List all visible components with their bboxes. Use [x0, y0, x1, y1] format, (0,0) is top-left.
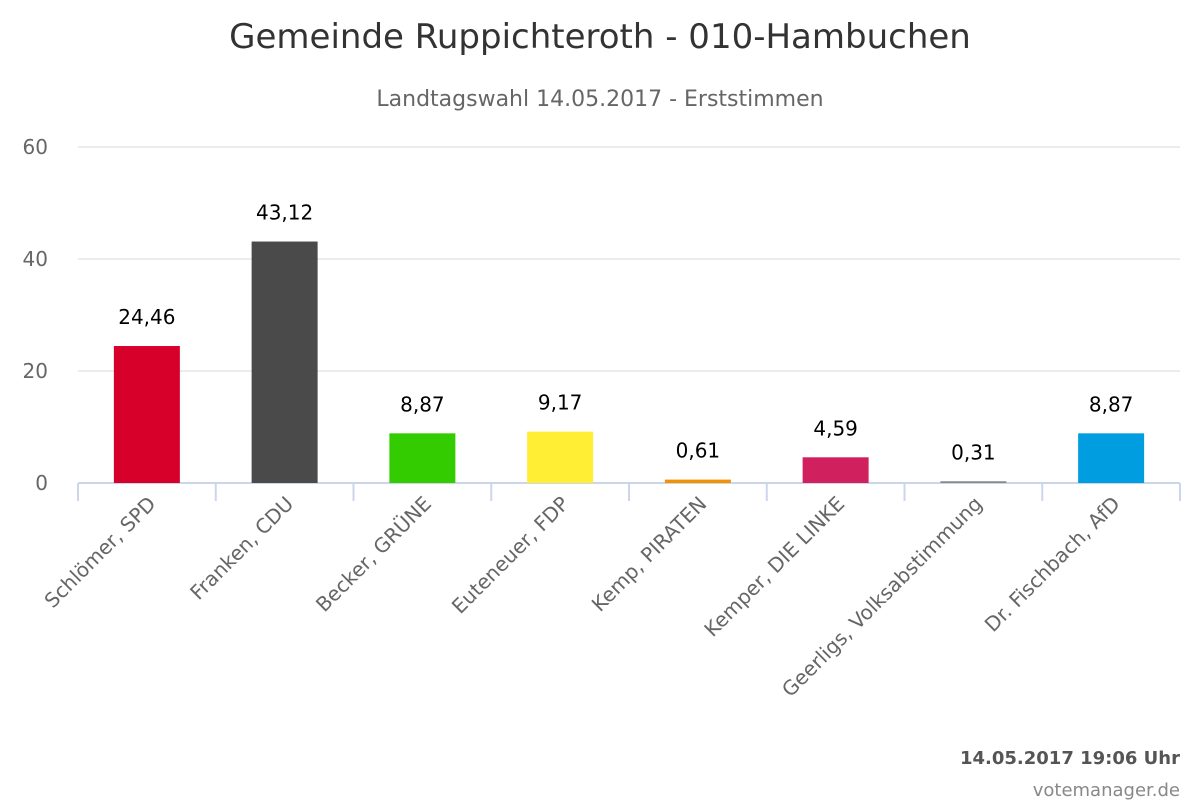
gridlines: [77, 146, 1181, 501]
chart-subtitle: Landtagswahl 14.05.2017 - Erststimmen: [376, 87, 823, 112]
data-label: 4,59: [813, 416, 858, 440]
footer-timestamp: 14.05.2017 19:06 Uhr: [960, 748, 1180, 769]
data-labels: 24,46 43,12 8,87 9,17 0,61 4,59 0,31 8,87: [118, 201, 1133, 465]
bar[interactable]: [113, 346, 180, 483]
x-tick-label: Schlömer, SPD: [39, 492, 160, 613]
x-axis-ticks: Schlömer, SPD Franken, CDU Becker, GRÜNE Eu…: [39, 492, 1124, 702]
y-tick-label: 40: [23, 247, 48, 271]
x-tick-label: Becker, GRÜNE: [311, 492, 436, 617]
bars: [113, 241, 1145, 483]
x-tick-label: Franken, CDU: [185, 492, 298, 605]
data-label: 0,31: [951, 440, 996, 464]
x-tick-label: Kemper, DIE LINKE: [699, 492, 849, 642]
bar[interactable]: [1078, 433, 1145, 483]
data-label: 8,87: [1089, 392, 1134, 416]
data-label: 9,17: [538, 391, 583, 415]
y-tick-label: 0: [35, 471, 48, 495]
bar[interactable]: [527, 431, 594, 483]
bar[interactable]: [251, 241, 318, 483]
bar[interactable]: [940, 481, 1007, 483]
bar[interactable]: [389, 433, 456, 483]
bar[interactable]: [802, 457, 869, 483]
y-axis-ticks: 0 20 40 60: [23, 135, 48, 495]
bar[interactable]: [664, 479, 731, 483]
data-label: 24,46: [118, 305, 175, 329]
data-label: 43,12: [256, 201, 313, 225]
data-label: 0,61: [676, 439, 721, 463]
y-tick-label: 20: [23, 359, 48, 383]
y-tick-label: 60: [23, 135, 48, 159]
x-tick-label: Euteneuer, FDP: [447, 492, 574, 619]
data-label: 8,87: [400, 392, 445, 416]
x-tick-label: Kemp, PIRATEN: [587, 492, 712, 617]
x-tick-label: Dr. Fischbach, AfD: [980, 492, 1125, 637]
chart-title: Gemeinde Ruppichteroth - 010-Hambuchen: [229, 17, 971, 57]
footer-credit-link[interactable]: votemanager.de: [1033, 780, 1180, 801]
